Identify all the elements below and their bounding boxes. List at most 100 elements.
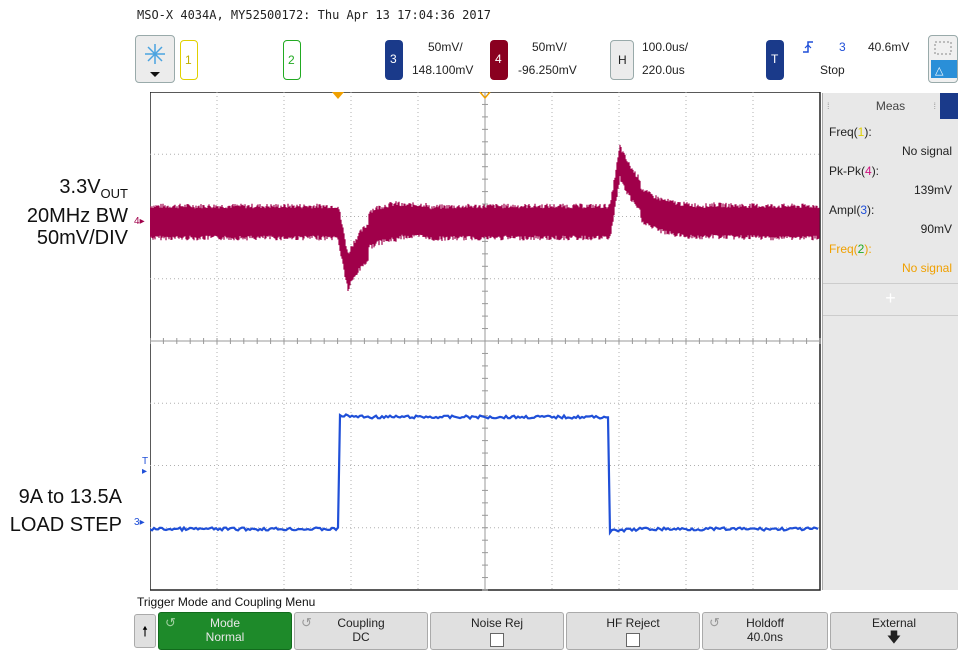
- waveform-display[interactable]: [150, 92, 822, 592]
- meas-channel: 1: [857, 125, 865, 139]
- ch3-num: 3: [390, 52, 397, 66]
- ch1-num: 1: [185, 53, 192, 67]
- meas-close: ):: [867, 203, 875, 217]
- meas-title: Meas: [875, 99, 906, 113]
- meas-channel: 2: [857, 242, 865, 256]
- trigger-marker-label: T: [142, 456, 149, 467]
- softkey-noise-rej[interactable]: Noise Rej: [430, 612, 564, 650]
- grip-icon-right: ⁞: [933, 101, 936, 111]
- horizontal-label: H: [618, 53, 627, 67]
- ch4-trace: [150, 144, 820, 291]
- ch3-waveform: [150, 413, 819, 536]
- window-title: MSO-X 4034A, MY52500172: Thu Apr 13 17:0…: [137, 8, 492, 22]
- meas-item-ampl3[interactable]: Ampl(3): 90mV: [823, 203, 958, 236]
- softkey-label: Noise Rej: [470, 616, 524, 630]
- vout-label: 3.3VOUT: [0, 176, 128, 205]
- meas-label: Freq(: [829, 125, 858, 139]
- horizontal-delay: 220.0us: [642, 63, 685, 77]
- meas-close: ):: [864, 242, 872, 256]
- softkey-value: DC: [352, 630, 370, 644]
- meas-value: No signal: [901, 144, 952, 158]
- softkey-external[interactable]: External 🡇: [830, 612, 958, 650]
- trigger-level: 40.6mV: [868, 40, 910, 54]
- trigger-level-marker[interactable]: T ▸: [142, 456, 149, 477]
- add-icon: +: [885, 288, 896, 308]
- add-measurement-button[interactable]: +: [823, 288, 958, 309]
- meas-item-pkpk4[interactable]: Pk-Pk(4): 139mV: [823, 164, 958, 197]
- ch2-num: 2: [288, 53, 295, 67]
- ch4-ground-marker[interactable]: 4▸: [134, 216, 145, 227]
- ch3-ground-marker[interactable]: 3▸: [134, 517, 145, 528]
- vout-main: 3.3V: [59, 176, 101, 198]
- meas-channel: 4: [865, 164, 872, 178]
- softkey-label: Coupling: [337, 616, 385, 630]
- ch2-button[interactable]: 2: [283, 40, 301, 80]
- knob-icon: ↺: [301, 615, 312, 630]
- meas-item-freq1[interactable]: Freq(1): No signal: [823, 125, 958, 158]
- zoom-button[interactable]: △: [928, 35, 958, 83]
- measurement-panel: ⁞ Meas ⁞ Freq(1): No signal Pk-Pk(4): 13…: [822, 93, 958, 590]
- trigger-time-marker: [332, 92, 344, 99]
- softkey-label: Mode: [209, 616, 241, 630]
- trigger-button[interactable]: T: [766, 40, 784, 80]
- knob-icon: ↺: [709, 615, 720, 630]
- checkbox-icon[interactable]: [490, 633, 504, 647]
- back-button[interactable]: 🠕: [134, 614, 156, 648]
- ch3-marker-label: 3: [134, 517, 140, 528]
- softkey-menu-title: Trigger Mode and Coupling Menu: [137, 595, 316, 609]
- ch3-scale: 50mV/: [428, 40, 463, 54]
- up-arrow-icon: 🠕: [141, 623, 148, 639]
- ch4-num: 4: [495, 52, 502, 66]
- horizontal-button[interactable]: H: [610, 40, 634, 80]
- load-step-label: LOAD STEP: [9, 514, 122, 536]
- ch3-offset: 148.100mV: [412, 63, 474, 77]
- softkey-coupling[interactable]: ↺ Coupling DC: [294, 612, 428, 650]
- checkbox-icon[interactable]: [626, 633, 640, 647]
- agilent-spark-icon: [145, 44, 165, 77]
- graticule-grid: [150, 92, 821, 591]
- trigger-label: T: [771, 52, 779, 66]
- meas-label: Pk-Pk(: [829, 164, 865, 178]
- grip-icon: ⁞: [827, 101, 830, 111]
- meas-tab-icon[interactable]: [940, 93, 958, 119]
- meas-close: ):: [871, 164, 880, 178]
- svg-text:△: △: [935, 64, 944, 77]
- ch4-scale: 50mV/: [532, 40, 567, 54]
- ch4-button[interactable]: 4: [490, 40, 508, 80]
- load-range-label: 9A to 13.5A: [18, 486, 122, 508]
- meas-close: ):: [864, 125, 872, 139]
- softkey-label: External: [871, 616, 917, 630]
- scale-label: 50mV/DIV: [36, 227, 128, 249]
- meas-item-freq2[interactable]: Freq(2): No signal: [823, 242, 958, 275]
- ch3-button[interactable]: 3: [385, 40, 403, 80]
- softkey-label: HF Reject: [606, 616, 660, 630]
- load-annotation: 9A to 13.5A LOAD STEP: [0, 483, 122, 539]
- ch3-trace: [150, 413, 819, 536]
- run-status: Stop: [820, 63, 845, 77]
- bw-label: 20MHz BW: [26, 205, 128, 227]
- acquire-logo-button[interactable]: [135, 35, 175, 83]
- horizontal-scale: 100.0us/: [642, 40, 689, 54]
- softkey-value: Normal: [205, 630, 245, 644]
- softkey-value: 40.0ns: [746, 630, 784, 644]
- down-arrow-icon: 🡇: [886, 629, 902, 645]
- knob-icon: ↺: [165, 615, 176, 630]
- vout-annotation: 3.3VOUT 20MHz BW 50mV/DIV: [0, 176, 128, 249]
- delay-marker-icon: [479, 92, 491, 100]
- meas-value: 90mV: [920, 222, 952, 236]
- ch4-offset: -96.250mV: [518, 63, 577, 77]
- softkey-label: Holdoff: [746, 616, 784, 630]
- softkey-hf-reject[interactable]: HF Reject: [566, 612, 700, 650]
- softkey-mode[interactable]: ↺ Mode Normal: [158, 612, 292, 650]
- meas-value: No signal: [901, 261, 952, 275]
- zoom-icon: △: [931, 41, 957, 78]
- ch4-waveform: [150, 144, 820, 291]
- ch4-marker-label: 4: [134, 216, 140, 227]
- meas-label: Freq(: [829, 242, 858, 256]
- meas-value: 139mV: [913, 183, 952, 197]
- vout-subscript: OUT: [100, 186, 128, 201]
- meas-header[interactable]: ⁞ Meas ⁞: [823, 93, 958, 119]
- ch1-button[interactable]: 1: [180, 40, 198, 80]
- softkey-holdoff[interactable]: ↺ Holdoff 40.0ns: [702, 612, 828, 650]
- trigger-source: 3: [839, 40, 846, 54]
